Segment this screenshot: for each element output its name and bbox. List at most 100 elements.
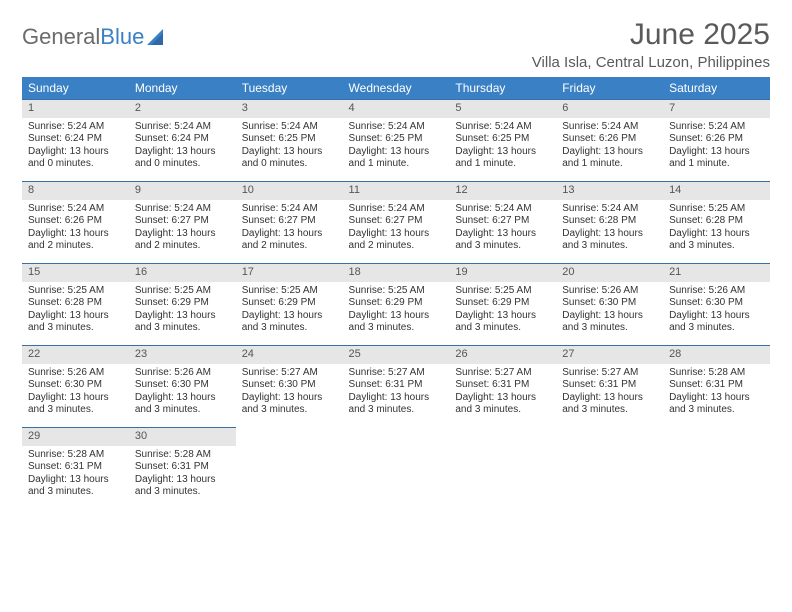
- day-number: 30: [129, 427, 236, 446]
- calendar-day-cell: 30Sunrise: 5:28 AMSunset: 6:31 PMDayligh…: [129, 427, 236, 511]
- sunrise-text: Sunrise: 5:26 AM: [28, 367, 123, 380]
- daylight-text-1: Daylight: 13 hours: [455, 228, 550, 241]
- calendar-day-cell: 16Sunrise: 5:25 AMSunset: 6:29 PMDayligh…: [129, 263, 236, 345]
- sunset-text: Sunset: 6:29 PM: [135, 297, 230, 310]
- daylight-text-2: and 1 minute.: [349, 158, 444, 171]
- calendar-day-cell: 7Sunrise: 5:24 AMSunset: 6:26 PMDaylight…: [663, 99, 770, 181]
- sunset-text: Sunset: 6:27 PM: [242, 215, 337, 228]
- daylight-text-1: Daylight: 13 hours: [349, 310, 444, 323]
- calendar-week-row: 29Sunrise: 5:28 AMSunset: 6:31 PMDayligh…: [22, 427, 770, 511]
- daylight-text-2: and 1 minute.: [669, 158, 764, 171]
- day-number: 29: [22, 427, 129, 446]
- calendar-day-cell: 4Sunrise: 5:24 AMSunset: 6:25 PMDaylight…: [343, 99, 450, 181]
- sunrise-text: Sunrise: 5:24 AM: [28, 203, 123, 216]
- calendar-day-cell: 10Sunrise: 5:24 AMSunset: 6:27 PMDayligh…: [236, 181, 343, 263]
- day-number: 16: [129, 263, 236, 282]
- calendar-day-cell: 6Sunrise: 5:24 AMSunset: 6:26 PMDaylight…: [556, 99, 663, 181]
- day-number: 25: [343, 345, 450, 364]
- day-number: 6: [556, 99, 663, 118]
- calendar-day-cell: 8Sunrise: 5:24 AMSunset: 6:26 PMDaylight…: [22, 181, 129, 263]
- sunrise-text: Sunrise: 5:25 AM: [669, 203, 764, 216]
- calendar-day-cell: 22Sunrise: 5:26 AMSunset: 6:30 PMDayligh…: [22, 345, 129, 427]
- sunrise-text: Sunrise: 5:24 AM: [349, 121, 444, 134]
- calendar-day-cell: 11Sunrise: 5:24 AMSunset: 6:27 PMDayligh…: [343, 181, 450, 263]
- day-body: Sunrise: 5:24 AMSunset: 6:27 PMDaylight:…: [236, 200, 343, 257]
- calendar-day-cell: 19Sunrise: 5:25 AMSunset: 6:29 PMDayligh…: [449, 263, 556, 345]
- calendar-day-cell: 3Sunrise: 5:24 AMSunset: 6:25 PMDaylight…: [236, 99, 343, 181]
- calendar-day-cell: 26Sunrise: 5:27 AMSunset: 6:31 PMDayligh…: [449, 345, 556, 427]
- calendar-day-cell: 18Sunrise: 5:25 AMSunset: 6:29 PMDayligh…: [343, 263, 450, 345]
- calendar-day-cell: .: [343, 427, 450, 511]
- day-number: 13: [556, 181, 663, 200]
- sunset-text: Sunset: 6:29 PM: [455, 297, 550, 310]
- sunrise-text: Sunrise: 5:25 AM: [135, 285, 230, 298]
- sunrise-text: Sunrise: 5:24 AM: [242, 203, 337, 216]
- day-body: Sunrise: 5:24 AMSunset: 6:25 PMDaylight:…: [236, 118, 343, 175]
- calendar-body: 1Sunrise: 5:24 AMSunset: 6:24 PMDaylight…: [22, 99, 770, 511]
- page-title: June 2025: [532, 18, 770, 52]
- day-body: Sunrise: 5:24 AMSunset: 6:26 PMDaylight:…: [663, 118, 770, 175]
- calendar-week-row: 15Sunrise: 5:25 AMSunset: 6:28 PMDayligh…: [22, 263, 770, 345]
- sunset-text: Sunset: 6:29 PM: [242, 297, 337, 310]
- daylight-text-2: and 2 minutes.: [135, 240, 230, 253]
- day-number: 14: [663, 181, 770, 200]
- day-number: 12: [449, 181, 556, 200]
- calendar-day-cell: 29Sunrise: 5:28 AMSunset: 6:31 PMDayligh…: [22, 427, 129, 511]
- day-number: 2: [129, 99, 236, 118]
- day-number: 20: [556, 263, 663, 282]
- logo: GeneralBlue: [22, 18, 167, 50]
- logo-text-2: Blue: [100, 24, 144, 50]
- day-body: Sunrise: 5:25 AMSunset: 6:29 PMDaylight:…: [129, 282, 236, 339]
- calendar-week-row: 22Sunrise: 5:26 AMSunset: 6:30 PMDayligh…: [22, 345, 770, 427]
- daylight-text-2: and 3 minutes.: [562, 240, 657, 253]
- daylight-text-2: and 3 minutes.: [135, 322, 230, 335]
- sunrise-text: Sunrise: 5:24 AM: [349, 203, 444, 216]
- sunrise-text: Sunrise: 5:25 AM: [242, 285, 337, 298]
- calendar-day-cell: 2Sunrise: 5:24 AMSunset: 6:24 PMDaylight…: [129, 99, 236, 181]
- calendar-table: Sunday Monday Tuesday Wednesday Thursday…: [22, 77, 770, 511]
- calendar-day-cell: .: [236, 427, 343, 511]
- calendar-day-cell: 17Sunrise: 5:25 AMSunset: 6:29 PMDayligh…: [236, 263, 343, 345]
- day-body: Sunrise: 5:24 AMSunset: 6:27 PMDaylight:…: [129, 200, 236, 257]
- sunset-text: Sunset: 6:26 PM: [669, 133, 764, 146]
- weekday-header: Saturday: [663, 77, 770, 99]
- day-body: Sunrise: 5:26 AMSunset: 6:30 PMDaylight:…: [129, 364, 236, 421]
- day-body: Sunrise: 5:27 AMSunset: 6:31 PMDaylight:…: [343, 364, 450, 421]
- daylight-text-2: and 3 minutes.: [669, 322, 764, 335]
- sunrise-text: Sunrise: 5:27 AM: [349, 367, 444, 380]
- daylight-text-1: Daylight: 13 hours: [349, 392, 444, 405]
- day-number: 15: [22, 263, 129, 282]
- daylight-text-2: and 3 minutes.: [669, 240, 764, 253]
- calendar-day-cell: 12Sunrise: 5:24 AMSunset: 6:27 PMDayligh…: [449, 181, 556, 263]
- calendar-day-cell: 20Sunrise: 5:26 AMSunset: 6:30 PMDayligh…: [556, 263, 663, 345]
- daylight-text-2: and 3 minutes.: [28, 404, 123, 417]
- daylight-text-1: Daylight: 13 hours: [242, 146, 337, 159]
- sunrise-text: Sunrise: 5:25 AM: [349, 285, 444, 298]
- daylight-text-1: Daylight: 13 hours: [562, 392, 657, 405]
- sunset-text: Sunset: 6:24 PM: [135, 133, 230, 146]
- daylight-text-1: Daylight: 13 hours: [28, 392, 123, 405]
- daylight-text-1: Daylight: 13 hours: [28, 310, 123, 323]
- calendar-day-cell: 27Sunrise: 5:27 AMSunset: 6:31 PMDayligh…: [556, 345, 663, 427]
- daylight-text-2: and 3 minutes.: [562, 404, 657, 417]
- calendar-day-cell: 9Sunrise: 5:24 AMSunset: 6:27 PMDaylight…: [129, 181, 236, 263]
- sunset-text: Sunset: 6:31 PM: [28, 461, 123, 474]
- day-number: 8: [22, 181, 129, 200]
- calendar-day-cell: 25Sunrise: 5:27 AMSunset: 6:31 PMDayligh…: [343, 345, 450, 427]
- sunrise-text: Sunrise: 5:24 AM: [562, 121, 657, 134]
- sunrise-text: Sunrise: 5:24 AM: [135, 121, 230, 134]
- day-number: 9: [129, 181, 236, 200]
- day-body: Sunrise: 5:24 AMSunset: 6:26 PMDaylight:…: [22, 200, 129, 257]
- daylight-text-1: Daylight: 13 hours: [28, 146, 123, 159]
- sunrise-text: Sunrise: 5:27 AM: [455, 367, 550, 380]
- daylight-text-1: Daylight: 13 hours: [669, 392, 764, 405]
- daylight-text-1: Daylight: 13 hours: [349, 228, 444, 241]
- daylight-text-2: and 0 minutes.: [135, 158, 230, 171]
- sunrise-text: Sunrise: 5:26 AM: [135, 367, 230, 380]
- daylight-text-1: Daylight: 13 hours: [135, 392, 230, 405]
- day-body: Sunrise: 5:25 AMSunset: 6:29 PMDaylight:…: [236, 282, 343, 339]
- daylight-text-1: Daylight: 13 hours: [562, 310, 657, 323]
- daylight-text-1: Daylight: 13 hours: [242, 392, 337, 405]
- day-body: Sunrise: 5:24 AMSunset: 6:28 PMDaylight:…: [556, 200, 663, 257]
- day-body: Sunrise: 5:26 AMSunset: 6:30 PMDaylight:…: [556, 282, 663, 339]
